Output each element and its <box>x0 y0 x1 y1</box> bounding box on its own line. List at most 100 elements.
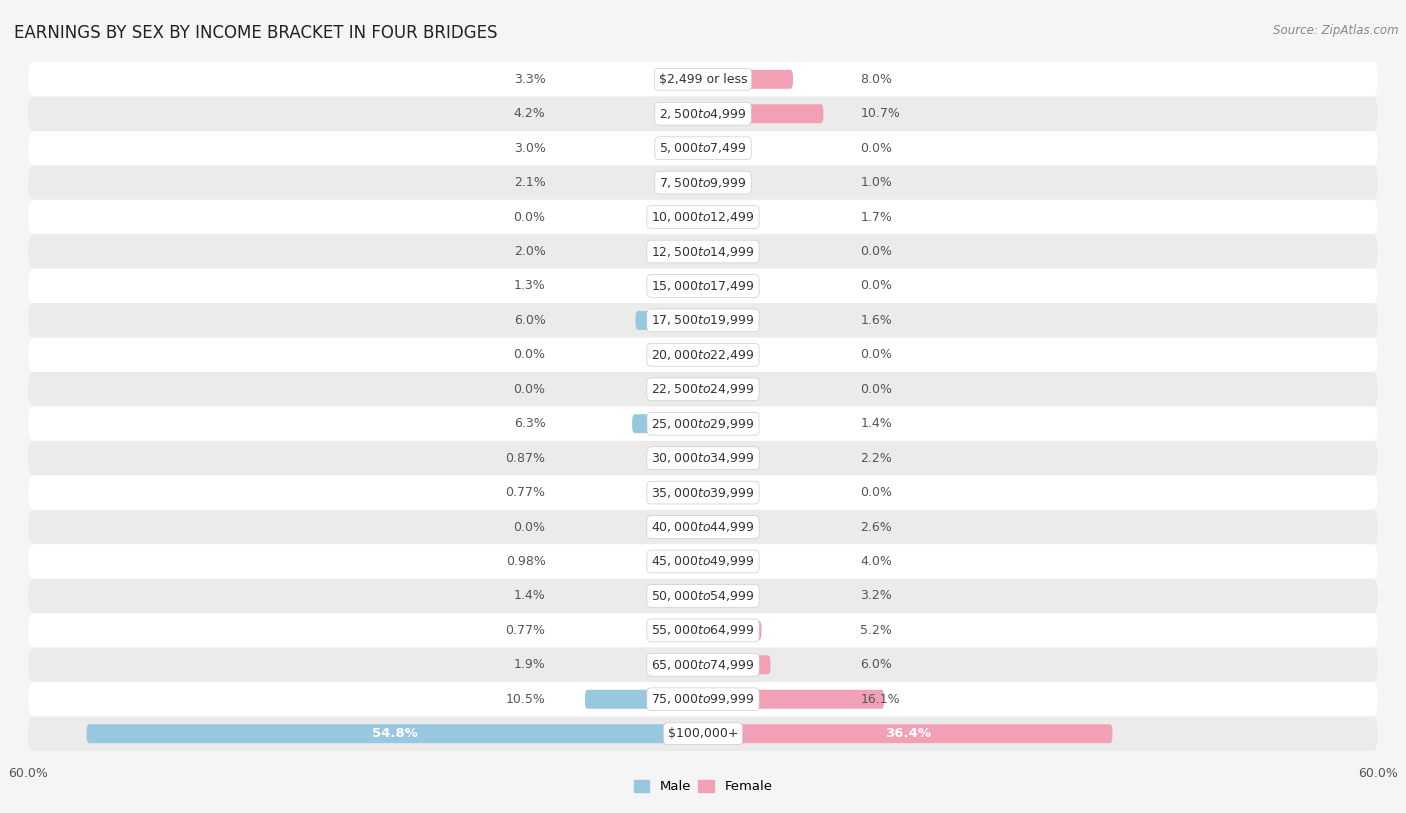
FancyBboxPatch shape <box>655 104 703 124</box>
Text: $30,000 to $34,999: $30,000 to $34,999 <box>651 451 755 465</box>
FancyBboxPatch shape <box>695 621 703 640</box>
FancyBboxPatch shape <box>28 613 1378 648</box>
Text: 1.0%: 1.0% <box>860 176 893 189</box>
FancyBboxPatch shape <box>585 689 703 709</box>
Text: 2.6%: 2.6% <box>860 520 893 533</box>
Text: $22,500 to $24,999: $22,500 to $24,999 <box>651 382 755 396</box>
FancyBboxPatch shape <box>692 552 703 571</box>
Text: 0.0%: 0.0% <box>513 348 546 361</box>
FancyBboxPatch shape <box>688 586 703 606</box>
Text: 54.8%: 54.8% <box>371 727 418 740</box>
Text: 0.0%: 0.0% <box>860 486 893 499</box>
Text: 1.6%: 1.6% <box>860 314 893 327</box>
Text: $75,000 to $99,999: $75,000 to $99,999 <box>651 692 755 706</box>
FancyBboxPatch shape <box>703 173 714 192</box>
Text: 1.7%: 1.7% <box>860 211 893 224</box>
FancyBboxPatch shape <box>28 406 1378 441</box>
FancyBboxPatch shape <box>669 139 703 158</box>
FancyBboxPatch shape <box>703 449 728 467</box>
Text: 0.0%: 0.0% <box>860 245 893 258</box>
FancyBboxPatch shape <box>703 415 718 433</box>
Text: 3.0%: 3.0% <box>513 141 546 154</box>
Text: 2.2%: 2.2% <box>860 452 893 465</box>
Text: 16.1%: 16.1% <box>860 693 900 706</box>
Text: 0.0%: 0.0% <box>513 383 546 396</box>
Text: 0.98%: 0.98% <box>506 555 546 568</box>
FancyBboxPatch shape <box>679 173 703 192</box>
Text: 6.0%: 6.0% <box>860 659 893 672</box>
Text: 2.1%: 2.1% <box>513 176 546 189</box>
FancyBboxPatch shape <box>28 303 1378 337</box>
FancyBboxPatch shape <box>681 242 703 261</box>
Text: 0.0%: 0.0% <box>860 383 893 396</box>
Text: $55,000 to $64,999: $55,000 to $64,999 <box>651 624 755 637</box>
Text: 0.0%: 0.0% <box>860 348 893 361</box>
Text: $17,500 to $19,999: $17,500 to $19,999 <box>651 313 755 328</box>
FancyBboxPatch shape <box>703 586 740 606</box>
Text: 3.2%: 3.2% <box>860 589 893 602</box>
FancyBboxPatch shape <box>703 655 770 674</box>
Text: $2,500 to $4,999: $2,500 to $4,999 <box>659 107 747 121</box>
Text: 2.0%: 2.0% <box>513 245 546 258</box>
Legend: Male, Female: Male, Female <box>628 775 778 798</box>
Text: $2,499 or less: $2,499 or less <box>659 73 747 86</box>
Text: 1.4%: 1.4% <box>860 417 893 430</box>
FancyBboxPatch shape <box>28 131 1378 165</box>
Text: $15,000 to $17,499: $15,000 to $17,499 <box>651 279 755 293</box>
FancyBboxPatch shape <box>28 441 1378 476</box>
Text: Source: ZipAtlas.com: Source: ZipAtlas.com <box>1274 24 1399 37</box>
FancyBboxPatch shape <box>28 200 1378 234</box>
Text: EARNINGS BY SEX BY INCOME BRACKET IN FOUR BRIDGES: EARNINGS BY SEX BY INCOME BRACKET IN FOU… <box>14 24 498 42</box>
FancyBboxPatch shape <box>87 724 703 743</box>
Text: $65,000 to $74,999: $65,000 to $74,999 <box>651 658 755 672</box>
Text: 0.77%: 0.77% <box>506 624 546 637</box>
Text: 1.3%: 1.3% <box>513 280 546 293</box>
FancyBboxPatch shape <box>28 269 1378 303</box>
FancyBboxPatch shape <box>703 552 748 571</box>
FancyBboxPatch shape <box>28 716 1378 751</box>
Text: $100,000+: $100,000+ <box>668 727 738 740</box>
FancyBboxPatch shape <box>703 207 723 227</box>
Text: 0.0%: 0.0% <box>860 141 893 154</box>
Text: $12,500 to $14,999: $12,500 to $14,999 <box>651 245 755 259</box>
Text: $40,000 to $44,999: $40,000 to $44,999 <box>651 520 755 534</box>
Text: 0.0%: 0.0% <box>513 211 546 224</box>
FancyBboxPatch shape <box>28 337 1378 372</box>
FancyBboxPatch shape <box>28 234 1378 269</box>
Text: $50,000 to $54,999: $50,000 to $54,999 <box>651 589 755 603</box>
FancyBboxPatch shape <box>28 648 1378 682</box>
FancyBboxPatch shape <box>703 104 824 124</box>
Text: 4.0%: 4.0% <box>860 555 893 568</box>
FancyBboxPatch shape <box>28 165 1378 200</box>
FancyBboxPatch shape <box>703 70 793 89</box>
FancyBboxPatch shape <box>633 415 703 433</box>
FancyBboxPatch shape <box>28 682 1378 716</box>
Text: 6.3%: 6.3% <box>513 417 546 430</box>
FancyBboxPatch shape <box>28 97 1378 131</box>
Text: 0.87%: 0.87% <box>506 452 546 465</box>
FancyBboxPatch shape <box>28 510 1378 544</box>
Text: 0.0%: 0.0% <box>860 280 893 293</box>
FancyBboxPatch shape <box>703 518 733 537</box>
FancyBboxPatch shape <box>703 621 762 640</box>
FancyBboxPatch shape <box>28 579 1378 613</box>
Text: 36.4%: 36.4% <box>884 727 931 740</box>
FancyBboxPatch shape <box>28 62 1378 97</box>
Text: $7,500 to $9,999: $7,500 to $9,999 <box>659 176 747 189</box>
Text: 4.2%: 4.2% <box>513 107 546 120</box>
Text: 10.7%: 10.7% <box>860 107 900 120</box>
FancyBboxPatch shape <box>703 311 721 330</box>
Text: $10,000 to $12,499: $10,000 to $12,499 <box>651 210 755 224</box>
FancyBboxPatch shape <box>666 70 703 89</box>
Text: $25,000 to $29,999: $25,000 to $29,999 <box>651 417 755 431</box>
Text: 6.0%: 6.0% <box>513 314 546 327</box>
Text: $45,000 to $49,999: $45,000 to $49,999 <box>651 554 755 568</box>
FancyBboxPatch shape <box>693 449 703 467</box>
FancyBboxPatch shape <box>28 372 1378 406</box>
FancyBboxPatch shape <box>636 311 703 330</box>
FancyBboxPatch shape <box>28 544 1378 579</box>
Text: 0.0%: 0.0% <box>513 520 546 533</box>
FancyBboxPatch shape <box>689 276 703 295</box>
FancyBboxPatch shape <box>703 724 1112 743</box>
Text: 10.5%: 10.5% <box>506 693 546 706</box>
